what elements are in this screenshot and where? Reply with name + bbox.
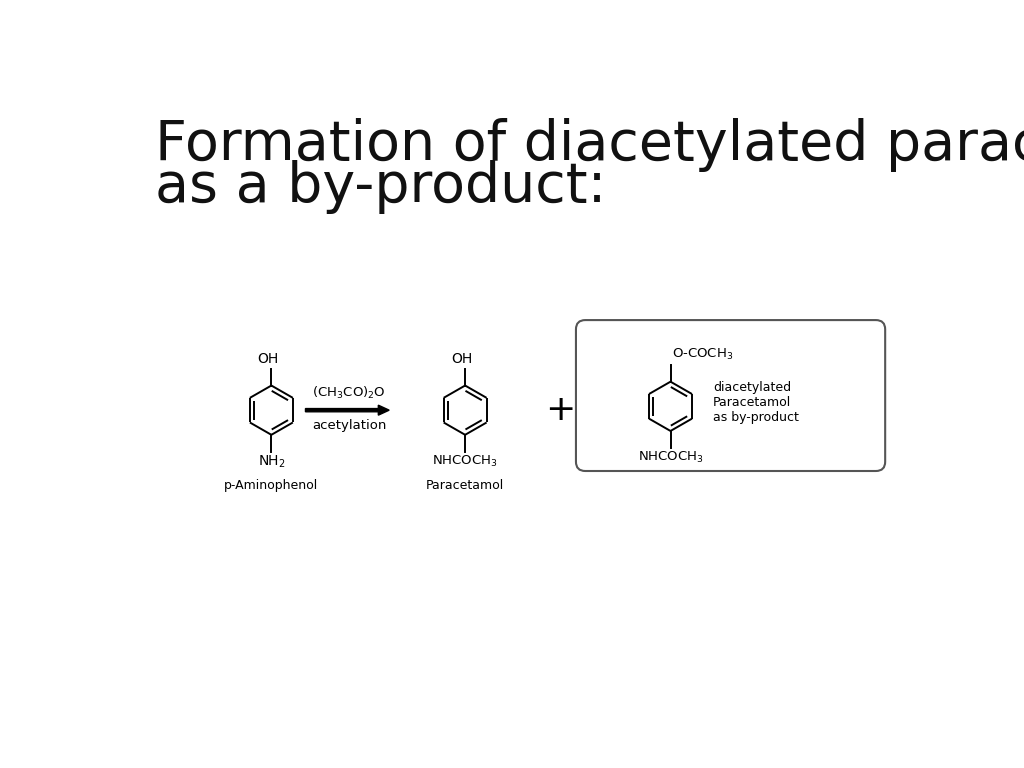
FancyArrow shape (305, 406, 389, 415)
Text: Paracetamol: Paracetamol (426, 479, 504, 492)
Text: Formation of diacetylated paracetamol: Formation of diacetylated paracetamol (155, 118, 1024, 171)
Text: OH: OH (452, 353, 473, 366)
Text: as a by-product:: as a by-product: (155, 160, 606, 214)
Text: NHCOCH$_3$: NHCOCH$_3$ (638, 450, 703, 465)
FancyBboxPatch shape (575, 320, 885, 471)
Text: NH$_2$: NH$_2$ (258, 454, 286, 471)
Text: p-Aminophenol: p-Aminophenol (224, 479, 318, 492)
Text: NHCOCH$_3$: NHCOCH$_3$ (432, 454, 498, 469)
Text: (CH$_3$CO)$_2$O: (CH$_3$CO)$_2$O (312, 385, 386, 401)
Text: O-COCH$_3$: O-COCH$_3$ (672, 347, 733, 362)
Text: acetylation: acetylation (312, 419, 386, 432)
Text: diacetylated
Paracetamol
as by-product: diacetylated Paracetamol as by-product (713, 381, 799, 424)
Text: +: + (545, 393, 575, 427)
Text: OH: OH (257, 353, 279, 366)
